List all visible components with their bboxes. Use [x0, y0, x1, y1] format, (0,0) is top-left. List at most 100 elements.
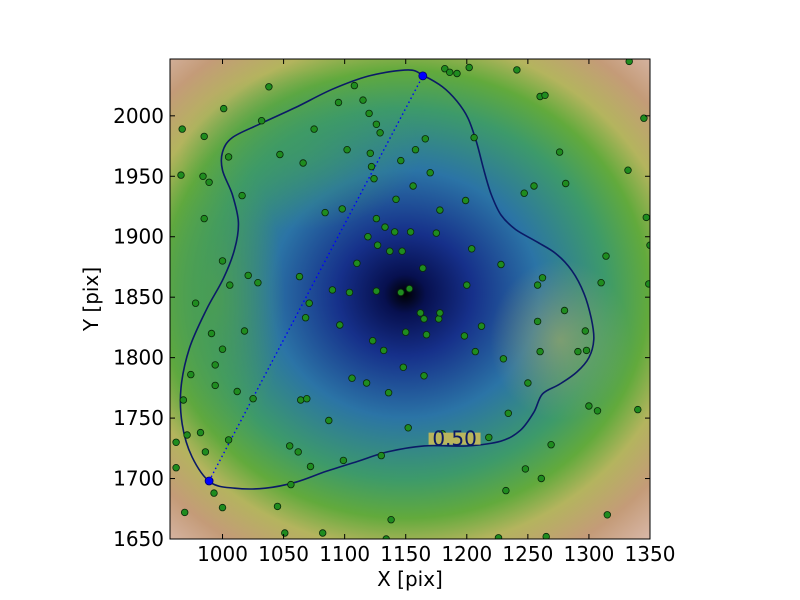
y-tick-label: 1800 — [113, 346, 164, 370]
scatter-point — [187, 370, 195, 379]
scatter-point — [502, 486, 510, 495]
scatter-point — [533, 317, 542, 326]
scatter-point — [201, 448, 210, 456]
scatter-point — [536, 347, 544, 356]
scatter-point — [372, 214, 381, 223]
scatter-point — [200, 214, 208, 223]
scatter-point — [460, 332, 469, 340]
scatter-point — [593, 407, 602, 415]
scatter-point — [485, 433, 493, 442]
scatter-point — [420, 372, 428, 380]
scatter-point — [597, 279, 605, 287]
scatter-point — [555, 148, 564, 156]
scatter-point — [359, 96, 367, 104]
scatter-point — [294, 448, 302, 456]
scatter-point — [625, 59, 633, 66]
scatter-point — [461, 196, 470, 205]
scatter-point — [585, 402, 593, 410]
scatter-point — [286, 442, 294, 450]
scatter-point — [372, 287, 381, 295]
scatter-point — [369, 337, 377, 345]
scatter-point — [581, 327, 589, 335]
scatter-point — [207, 329, 216, 338]
scatter-point — [299, 159, 307, 167]
scatter-point — [196, 428, 205, 437]
scatter-point — [287, 480, 295, 489]
scatter-point — [441, 64, 449, 73]
scatter-point — [381, 223, 389, 231]
plot-area — [170, 59, 650, 539]
scatter-point — [336, 321, 344, 329]
x-tick-label: 1200 — [441, 542, 492, 566]
scatter-point — [306, 462, 315, 471]
scatter-point — [303, 395, 311, 403]
scatter-point — [465, 63, 473, 72]
scatter-point — [386, 247, 394, 255]
x-tick-label: 1100 — [319, 542, 370, 566]
scatter-point — [422, 331, 431, 339]
segment-endpoint — [204, 476, 214, 486]
scatter-point — [276, 150, 284, 159]
scatter-point — [426, 168, 434, 177]
scatter-point — [560, 306, 569, 315]
scatter-point — [602, 252, 610, 260]
contour-line-0.50 — [179, 69, 595, 490]
scatter-point — [345, 288, 354, 297]
density-lobe-left — [170, 150, 285, 450]
scatter-point — [172, 464, 180, 472]
scatter-point — [391, 228, 399, 236]
scatter-points — [172, 59, 650, 539]
y-tick-label: 1850 — [113, 285, 164, 309]
scatter-point — [497, 260, 505, 269]
scatter-point — [238, 191, 246, 200]
scatter-point — [339, 456, 348, 465]
scatter-point — [436, 206, 444, 214]
scatter-point — [338, 205, 346, 213]
scatter-point — [397, 288, 405, 297]
scatter-point — [397, 156, 405, 165]
segment-endpoints — [204, 71, 428, 486]
y-axis-ticks: 1650 1700 1750 1800 1850 1900 1950 2000 — [113, 104, 650, 551]
scatter-point — [432, 229, 440, 237]
scatter-point — [446, 68, 454, 76]
scatter-point — [281, 529, 289, 537]
scatter-point — [233, 387, 241, 396]
scatter-point — [244, 271, 252, 280]
scatter-point — [402, 328, 410, 336]
density-lobe-right — [490, 260, 630, 420]
scatter-point — [328, 286, 337, 294]
scatter-point — [205, 178, 213, 186]
y-tick-label: 1950 — [113, 164, 164, 188]
scatter-point — [387, 516, 395, 524]
scatter-point — [376, 129, 384, 137]
scatter-point — [199, 172, 207, 180]
scatter-point — [513, 66, 521, 74]
scatter-point — [177, 171, 185, 179]
x-tick-label: 1250 — [502, 542, 553, 566]
scatter-point — [210, 489, 218, 497]
scatter-point — [624, 166, 632, 174]
scatter-point — [353, 259, 361, 267]
scatter-point — [325, 416, 333, 425]
scatter-point — [224, 153, 233, 161]
scatter-point — [226, 281, 234, 289]
scatter-point — [524, 379, 532, 387]
scatter-point — [211, 361, 219, 369]
scatter-point — [419, 264, 427, 272]
scatter-point — [219, 104, 228, 113]
scatter-point — [350, 81, 359, 90]
scatter-point — [321, 208, 329, 217]
x-tick-label: 1050 — [258, 542, 309, 566]
scatter-point — [477, 322, 486, 330]
scatter-point — [183, 431, 191, 439]
scatter-point — [218, 503, 227, 512]
scatter-point — [642, 213, 650, 222]
plot-frame — [169, 58, 651, 540]
scatter-point — [520, 189, 528, 197]
contour-level-label: 0.50 — [432, 427, 477, 451]
scatter-point — [343, 145, 351, 154]
scatter-point — [305, 299, 313, 307]
scatter-point — [416, 309, 425, 317]
scatter-point — [547, 441, 555, 449]
scatter-point — [468, 245, 476, 253]
